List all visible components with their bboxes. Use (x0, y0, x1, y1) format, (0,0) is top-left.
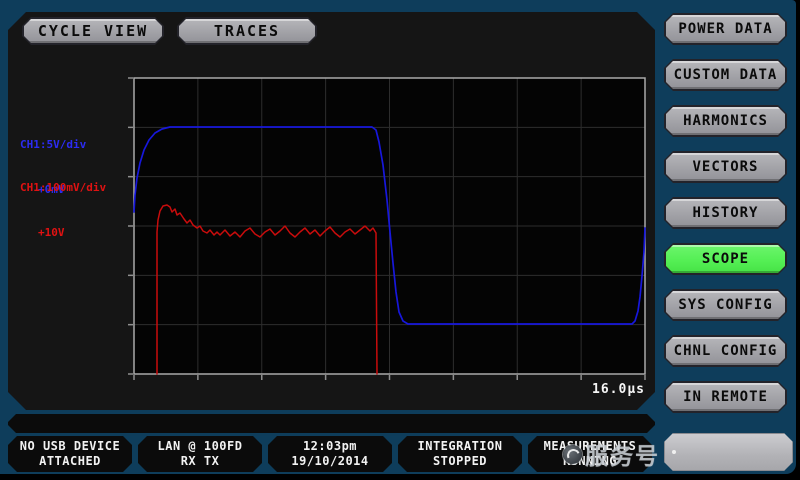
ch1-voltage-trace (134, 127, 645, 324)
tab-traces-label: TRACES (213, 22, 281, 40)
menu-button-history-label: HISTORY (692, 205, 759, 221)
status-usb-line2: ATTACHED (39, 454, 101, 468)
channel1-voltage-scale-label: CH1:5V/div (20, 138, 87, 151)
channel1-current-scale: CH1:100mV/div +10V (20, 150, 106, 270)
status-measurements: MEASUREMENTS RUNNING (528, 436, 652, 472)
ch1-current-trace (157, 205, 377, 374)
menu-button-chnl-config[interactable]: CHNL CONFIG (664, 335, 787, 367)
menu-button-harmonics[interactable]: HARMONICS (664, 105, 787, 137)
message-bar (8, 414, 655, 433)
status-measurements-line1: MEASUREMENTS (543, 439, 637, 453)
menu-button-harmonics-label: HARMONICS (683, 113, 768, 129)
status-integration: INTEGRATION STOPPED (398, 436, 522, 472)
channel1-voltage-scale: CH1:5V/div +0mV (20, 107, 86, 227)
menu-button-vectors-label: VECTORS (692, 159, 759, 175)
status-measurements-line2: RUNNING (562, 454, 618, 468)
channel1-current-offset: +10V (38, 226, 65, 239)
menu-button-sys-config[interactable]: SYS CONFIG (664, 289, 787, 321)
tab-cycle-view[interactable]: CYCLE VIEW (22, 17, 164, 45)
menu-button-power-data-label: POWER DATA (678, 21, 773, 37)
menu-button-vectors[interactable]: VECTORS (664, 151, 787, 183)
status-datetime: 12:03pm 19/10/2014 (268, 436, 392, 472)
status-lan-line2: RX TX (180, 454, 220, 468)
scope-plot (120, 60, 660, 400)
blank-softkey-button[interactable] (664, 433, 793, 471)
status-usb-line1: NO USB DEVICE (19, 439, 121, 453)
softkey-indicator-dot (672, 450, 676, 454)
menu-button-in-remote-label: IN REMOTE (683, 389, 768, 405)
status-date: 19/10/2014 (291, 454, 369, 468)
tab-traces[interactable]: TRACES (177, 17, 317, 45)
main-display-panel: CYCLE VIEW TRACES CH1:5V/div +0mV CH1:10… (8, 12, 655, 410)
status-usb: NO USB DEVICE ATTACHED (8, 436, 132, 472)
menu-button-sys-config-label: SYS CONFIG (678, 297, 773, 313)
status-integration-line1: INTEGRATION (417, 439, 503, 453)
status-integration-line2: STOPPED (432, 454, 488, 468)
menu-button-scope-label: SCOPE (701, 251, 750, 267)
menu-button-in-remote[interactable]: IN REMOTE (664, 381, 787, 413)
menu-button-custom-data[interactable]: CUSTOM DATA (664, 59, 787, 91)
menu-button-custom-data-label: CUSTOM DATA (673, 67, 778, 83)
channel1-voltage-offset: +0mV (38, 183, 65, 196)
status-lan-line1: LAN @ 100FD (157, 439, 243, 453)
status-time: 12:03pm (302, 439, 358, 453)
timebase-label: 16.0µs (592, 382, 645, 397)
menu-button-power-data[interactable]: POWER DATA (664, 13, 787, 45)
status-lan: LAN @ 100FD RX TX (138, 436, 262, 472)
tab-cycle-view-label: CYCLE VIEW (37, 22, 149, 40)
menu-button-scope[interactable]: SCOPE (664, 243, 787, 275)
menu-button-history[interactable]: HISTORY (664, 197, 787, 229)
menu-button-chnl-config-label: CHNL CONFIG (673, 343, 778, 359)
channel1-current-scale-label: CH1:100mV/div (20, 181, 107, 194)
